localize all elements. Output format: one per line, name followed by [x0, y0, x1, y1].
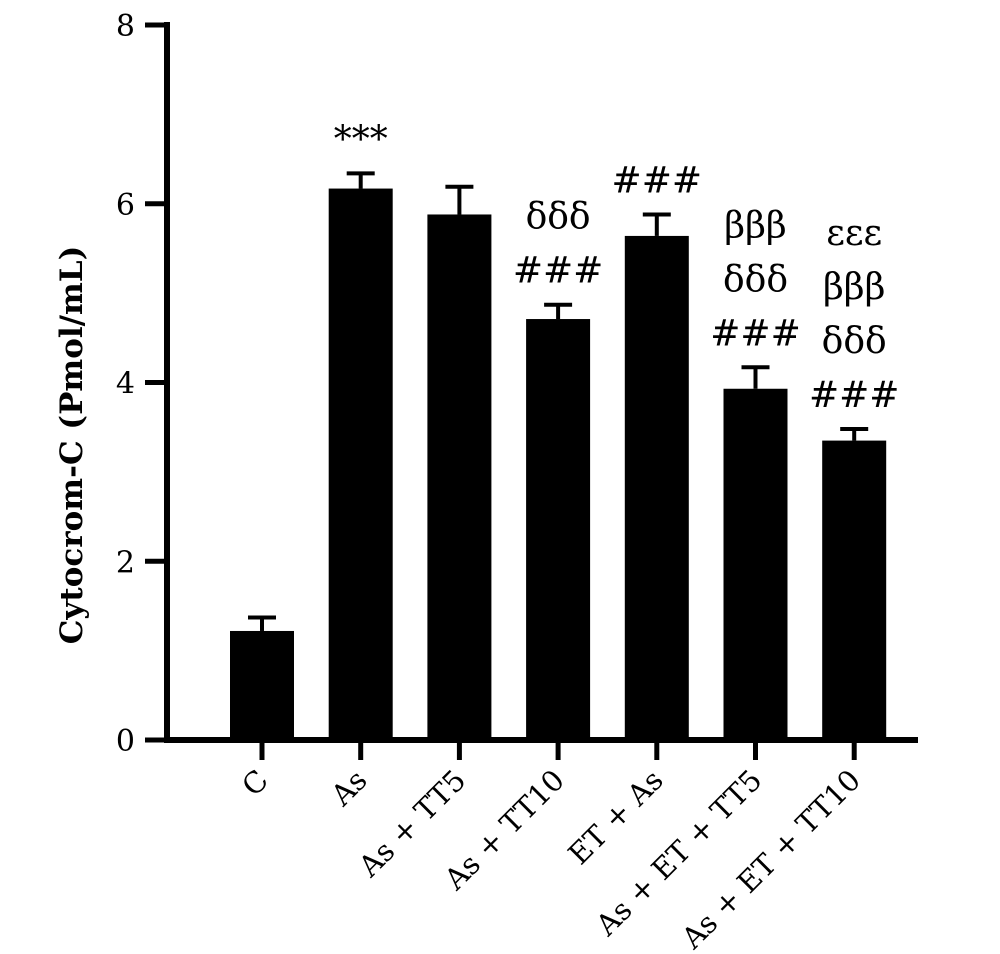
significance-label: δδδ — [526, 197, 591, 238]
y-tick-label: 2 — [116, 545, 135, 580]
y-tick-label: 0 — [116, 724, 135, 759]
category-label: As — [324, 763, 374, 813]
significance-label: εεε — [826, 213, 882, 254]
bar-6 — [723, 388, 788, 740]
y-tick-label: 6 — [116, 188, 135, 223]
category-label: As + ET + TT10 — [674, 763, 867, 954]
significance-label: ### — [513, 251, 604, 292]
bar-3 — [427, 214, 492, 741]
significance-label: *** — [334, 119, 388, 160]
significance-label: δδδ — [723, 259, 788, 300]
y-axis-label: Cytocrom-C (Pmol/mL) — [54, 246, 90, 645]
y-tick-label: 8 — [116, 9, 135, 44]
significance-label: βββ — [724, 205, 786, 246]
bar-2 — [328, 188, 393, 740]
significance-label: ### — [710, 313, 801, 354]
category-label: C — [235, 763, 275, 803]
significance-label: ### — [612, 160, 703, 201]
y-tick-label: 4 — [116, 367, 135, 402]
bar-4 — [526, 319, 591, 740]
category-label: As + ET + TT5 — [589, 763, 769, 943]
bar-1 — [230, 630, 294, 740]
significance-label: βββ — [823, 267, 885, 308]
significance-label: ### — [809, 375, 900, 416]
axes-layer: 0 2 4 6 8 — [116, 9, 918, 760]
significance-label: δδδ — [822, 321, 887, 362]
bar-5 — [624, 235, 689, 741]
bars-layer — [230, 171, 887, 741]
bar-7 — [822, 440, 887, 740]
